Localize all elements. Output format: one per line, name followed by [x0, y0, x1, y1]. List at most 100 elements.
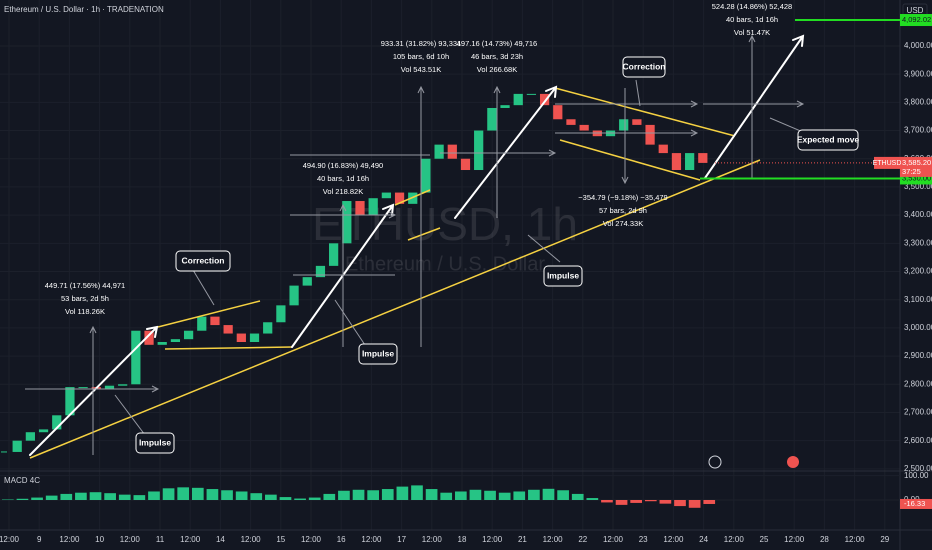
measure-text: 53 bars, 2d 5h [61, 294, 109, 303]
candle-body [78, 387, 88, 389]
x-tick-label: 10 [95, 535, 104, 544]
macd-bar [75, 492, 87, 500]
y-tick-label: 3,700.00 [904, 126, 932, 135]
yellow-lines [29, 87, 761, 459]
macd-bar [308, 497, 321, 500]
symbol-label: ETHUSD [873, 160, 902, 167]
x-tick-label: 12:00 [361, 535, 382, 544]
watermark: ETHUSD, 1h [312, 198, 578, 250]
candle-body [329, 243, 339, 266]
x-tick-label: 12:00 [301, 535, 322, 544]
last-price-label: 3,585.20 [902, 158, 931, 167]
macd-tick-label: 100.00 [904, 471, 929, 480]
candle-body [434, 144, 444, 159]
macd-label: MACD 4C [4, 476, 40, 485]
macd-bar [104, 493, 116, 500]
candle-body [170, 339, 181, 342]
x-tick-label: 12:00 [180, 535, 201, 544]
callout-text: Correction [623, 61, 666, 71]
x-tick-label: 16 [337, 535, 346, 544]
measure-text: Vol 266.68K [477, 65, 517, 74]
y-tick-label: 2,500.00 [904, 464, 932, 473]
candle-body [263, 322, 273, 334]
macd-bar [513, 491, 526, 500]
candle-body [315, 265, 326, 278]
y-tick-label: 3,000.00 [904, 323, 932, 332]
macd-last-tag [900, 498, 932, 509]
candle-body [645, 124, 655, 145]
macd-bar [221, 490, 233, 500]
watermark-subtitle: Ethereum / U.S. Dollar [345, 253, 545, 275]
callout-text: Expected move [797, 134, 860, 144]
macd-bar [440, 492, 453, 500]
candle-body [38, 429, 49, 433]
macd-bar [60, 493, 73, 500]
macd-bar [659, 500, 672, 504]
candle-body [144, 330, 154, 345]
measure-text: 933.31 (31.82%) 93,331 [381, 39, 461, 48]
x-tick-label: 12:00 [845, 535, 866, 544]
level-label: 3,530.00 [902, 173, 931, 182]
macd-bar [206, 489, 219, 500]
macd-bar [45, 495, 58, 500]
candle-body [698, 153, 708, 163]
candle-body [474, 130, 484, 171]
last-price-tag [900, 156, 932, 177]
candle-body [210, 316, 220, 326]
y-tick-label: 4,000.00 [904, 41, 932, 50]
candle-body [118, 384, 128, 386]
candle-body [249, 333, 260, 342]
macd-bar [615, 500, 628, 505]
x-tick-label: 12:00 [120, 535, 141, 544]
candle-body [302, 277, 312, 286]
x-tick-label: 17 [397, 535, 406, 544]
macd-bar [2, 499, 14, 501]
event-icon[interactable] [708, 455, 722, 469]
x-tick-label: 12:00 [422, 535, 443, 544]
measure-text: 40 bars, 1d 16h [726, 15, 778, 24]
macd-bar [396, 486, 409, 500]
candle-body [553, 105, 563, 120]
macd-bar [323, 493, 336, 500]
candle-body [566, 119, 576, 125]
candle-body [381, 192, 391, 199]
macd-bar [367, 490, 379, 500]
candle-body [513, 93, 523, 106]
y-tick-label: 3,900.00 [904, 69, 932, 78]
countdown: 37:25 [902, 167, 921, 176]
candle-body [223, 325, 233, 334]
candle-body [289, 285, 299, 306]
x-tick-label: 18 [458, 535, 467, 544]
callout-box [175, 250, 231, 272]
macd-bar [162, 488, 175, 500]
macd-bar [279, 497, 292, 500]
x-tick-label: 23 [639, 535, 648, 544]
event-icon[interactable] [787, 456, 799, 468]
chart-title: Ethereum / U.S. Dollar · 1h · TRADENATIO… [4, 5, 164, 14]
annotations: 449.71 (17.56%) 44,971 53 bars, 2d 5h Vol … [45, 2, 860, 454]
x-tick-label: 12:00 [784, 535, 805, 544]
candle-body [131, 330, 141, 385]
macd-bar [89, 492, 102, 500]
candle-body [619, 119, 629, 131]
callout-text: Correction [182, 255, 225, 265]
macd-bar [133, 495, 146, 500]
level-tag [900, 14, 932, 27]
y-tick-label: 3,400.00 [904, 210, 932, 219]
macd-bar [118, 494, 131, 500]
x-tick-label: 12:00 [663, 535, 684, 544]
macd-bar [542, 488, 555, 500]
x-tick-label: 14 [216, 535, 225, 544]
macd-bar [630, 500, 643, 503]
candle-body [460, 158, 471, 171]
macd-bar [484, 490, 496, 500]
callout-text: Impulse [139, 437, 171, 447]
y-tick-label: 3,100.00 [904, 295, 932, 304]
macd-bar [469, 489, 482, 500]
candle-body [104, 385, 115, 389]
callout-box [135, 432, 175, 454]
y-tick-label: 3,500.00 [904, 182, 932, 191]
candle-body [183, 330, 194, 340]
candle-body [526, 93, 537, 95]
